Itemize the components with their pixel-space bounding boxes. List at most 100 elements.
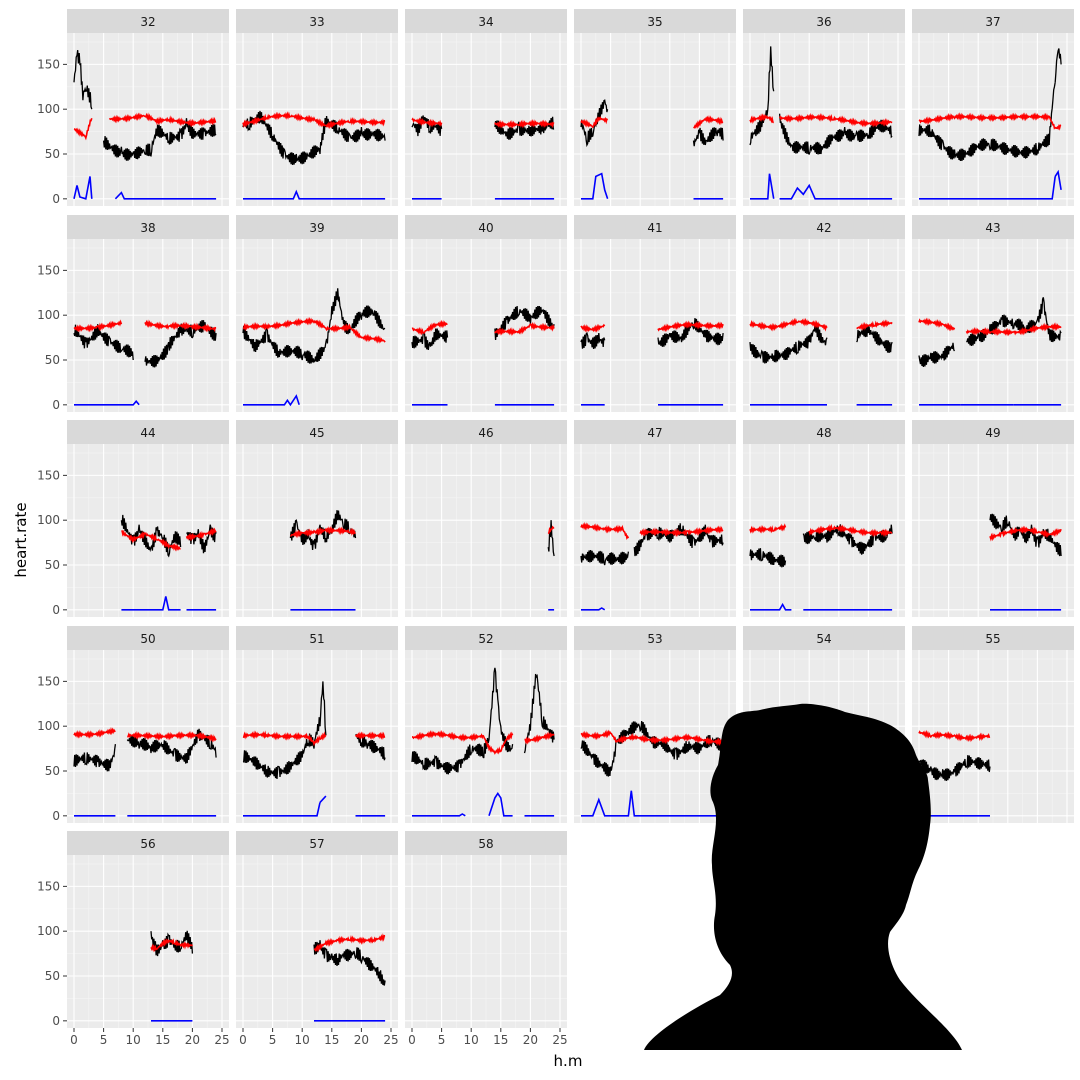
facet-strip-label: 56 [140,837,155,851]
series-black-line [918,342,956,367]
series-red-line [524,731,555,745]
series-black-line [749,548,787,568]
series-red-line [494,321,555,336]
y-tick-label: 100 [37,102,60,116]
series-red-line [354,731,386,740]
series-red-line [989,525,1062,542]
facet-strip [67,420,229,444]
facet-strip [67,215,229,239]
series-blue-line [319,795,327,803]
series-black-line [918,755,991,781]
series-red-line [185,527,217,542]
series-blue-line [243,394,300,407]
series-black-line [325,288,386,344]
series-black-line [580,331,606,350]
series-red-line [580,729,618,743]
y-tick-label: 0 [52,398,60,412]
series-red-line [325,323,386,344]
series-blue-line [488,791,513,817]
x-tick-label: 5 [438,1033,446,1047]
series-red-line [168,321,217,333]
facet-strip-label: 51 [309,632,324,646]
series-red-line [1013,322,1062,336]
facet-strip-label: 58 [478,837,493,851]
x-tick-label: 5 [100,1033,108,1047]
x-tick-label: 10 [464,1033,479,1047]
series-red-line [580,323,606,333]
facet-panel-57: 57 [236,831,398,1028]
y-tick-label: 150 [37,674,60,688]
facet-panel-38: 38 0 50 100 150 [37,215,229,412]
series-red-line [965,326,1015,337]
series-blue-line [243,189,386,200]
facet-strip-label: 36 [816,15,831,29]
y-axis-title: heart.rate [12,502,30,577]
facet-strip-label: 32 [140,15,155,29]
facet-panel-39: 39 [236,215,398,412]
series-blue-line [581,797,617,817]
y-tick-label: 150 [37,468,60,482]
facet-strip-label: 39 [309,221,324,235]
facet-strip [236,420,398,444]
series-black-line [319,681,327,736]
facet-strip-label: 35 [647,15,662,29]
series-red-line [411,319,448,336]
y-tick-label: 100 [37,719,60,733]
series-black-line [778,113,893,155]
facet-panel-37: 37 [912,9,1074,206]
facet-strip [405,9,567,33]
facet-strip-label: 53 [647,632,662,646]
series-black-line [523,673,555,754]
series-black-line [102,118,217,161]
series-red-line [657,320,724,333]
series-black-line [150,930,194,957]
x-tick-label: 20 [185,1033,200,1047]
series-red-line [494,119,555,129]
series-red-line [313,933,386,953]
y-tick-label: 0 [52,603,60,617]
series-red-line [615,732,724,747]
facet-panel-58: 58 [405,831,567,1028]
facet-panel-51: 51 [236,626,398,823]
series-red-line [144,319,170,331]
series-red-line [73,319,123,333]
facet-panel-45: 45 [236,420,398,617]
x-tick-label: 15 [493,1033,508,1047]
facet-strip [912,215,1074,239]
y-tick-label: 150 [37,879,60,893]
series-red-line [749,523,787,534]
series-blue-line [74,399,140,406]
facet-strip [743,9,905,33]
y-tick-label: 50 [45,147,60,161]
series-red-line [127,730,217,743]
facet-strip [405,626,567,650]
series-blue-line [750,173,775,200]
x-tick-label: 0 [239,1033,247,1047]
series-black-line [482,667,514,759]
x-tick-label: 15 [324,1033,339,1047]
series-red-line [778,112,893,128]
series-blue-line [1054,169,1062,191]
x-tick-label: 0 [408,1033,416,1047]
series-black-line [242,717,321,780]
facet-panel-55: 55 [912,626,1074,823]
x-tick-label: 10 [295,1033,310,1047]
facet-panel-40: 40 [405,215,567,412]
facet-strip [67,626,229,650]
facet-strip-label: 44 [140,426,155,440]
series-black-line [242,325,327,364]
facet-strip-label: 48 [816,426,831,440]
facet-strip [236,831,398,855]
series-black-line [73,744,117,772]
series-black-line [494,305,555,340]
facet-strip [67,831,229,855]
series-blue-line [412,813,466,817]
facet-strip-label: 57 [309,837,324,851]
facet-panel-49: 49 [912,420,1074,617]
series-red-line [749,317,828,332]
series-red-line [150,938,194,953]
series-black-line [1013,297,1062,343]
series-black-line [580,739,618,777]
facet-strip-label: 55 [985,632,1000,646]
